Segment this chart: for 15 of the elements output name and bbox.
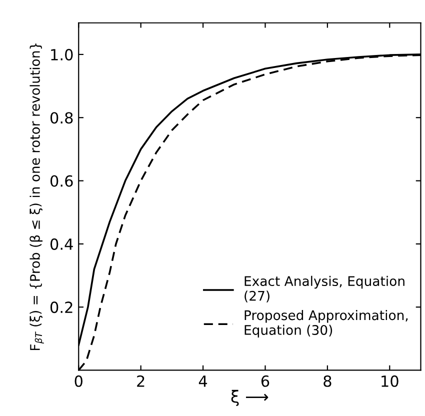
legend-label: Exact Analysis, Equation (27): [244, 276, 404, 302]
x-tick-label: 2: [137, 375, 144, 387]
y-tick-label: 0.4: [50, 238, 73, 250]
y-tick-label: 0.2: [50, 302, 72, 314]
x-tick-label: 6: [261, 375, 270, 387]
x-axis-title: ξ ⟶: [231, 390, 268, 406]
y-tick-label: 0.8: [50, 112, 73, 124]
legend-label: Proposed Approximation, Equation (30): [244, 310, 408, 338]
y-tick-label: 1.0: [51, 48, 73, 60]
x-tick-label: 10: [382, 375, 398, 387]
x-tick-label: 0: [74, 375, 82, 387]
y-axis-title: F$_{βT}$ (ξ) = {Prob (β ≤ ξ) in one rotor revolution}: [30, 43, 44, 350]
y-tick-label: 0.6: [50, 175, 73, 187]
x-tick-label: 4: [198, 376, 208, 387]
x-tick-label: 8: [324, 375, 332, 387]
